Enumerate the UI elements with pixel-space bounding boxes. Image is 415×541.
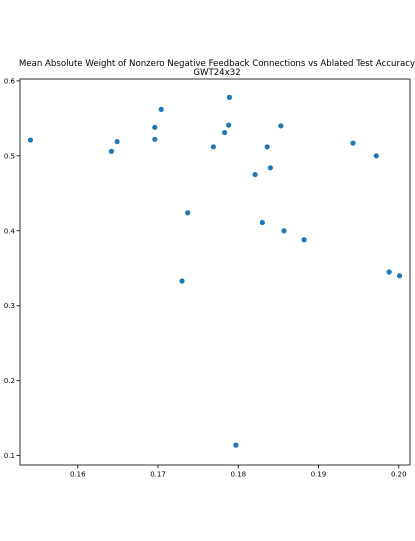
x-tick-label: 0.19	[311, 471, 327, 479]
y-tick-label: 0.5	[4, 152, 15, 160]
data-point	[301, 237, 307, 243]
data-point	[252, 171, 258, 178]
data-point	[396, 273, 403, 279]
y-tick-label: 0.6	[4, 77, 16, 85]
data-point	[373, 153, 379, 159]
data-points	[27, 94, 403, 448]
x-axis-ticks: 0.16 0.17 0.18 0.19 0.20	[70, 465, 407, 479]
x-tick-label: 0.17	[150, 471, 166, 479]
data-point	[350, 140, 356, 146]
data-point	[185, 210, 191, 216]
data-point	[152, 136, 158, 142]
chart-subtitle: GWT24x32	[193, 68, 240, 78]
data-point	[386, 269, 392, 275]
data-point	[210, 144, 216, 150]
chart-title: Mean Absolute Weight of Nonzero Negative…	[19, 59, 415, 69]
y-axis-ticks: 0.1 0.2 0.3 0.4 0.5 0.6	[4, 77, 20, 460]
data-point	[108, 148, 115, 154]
x-tick-label: 0.18	[230, 471, 246, 479]
x-tick-label: 0.20	[391, 471, 407, 479]
x-tick-label: 0.16	[70, 471, 86, 479]
data-point	[114, 138, 120, 145]
y-tick-label: 0.1	[4, 452, 15, 460]
data-point	[281, 228, 287, 234]
data-point	[278, 123, 284, 129]
data-point	[222, 129, 228, 136]
data-point	[226, 122, 232, 128]
data-point	[179, 278, 185, 284]
y-tick-label: 0.3	[4, 302, 15, 310]
data-point	[233, 442, 239, 448]
plot-area-frame	[19, 78, 411, 466]
data-point	[267, 165, 273, 171]
data-point	[226, 94, 233, 100]
data-point	[264, 144, 270, 150]
y-tick-label: 0.4	[4, 227, 16, 235]
y-tick-label: 0.2	[4, 377, 15, 385]
data-point	[259, 219, 265, 226]
data-point	[152, 124, 158, 130]
data-point	[27, 137, 34, 143]
data-point	[158, 106, 164, 112]
